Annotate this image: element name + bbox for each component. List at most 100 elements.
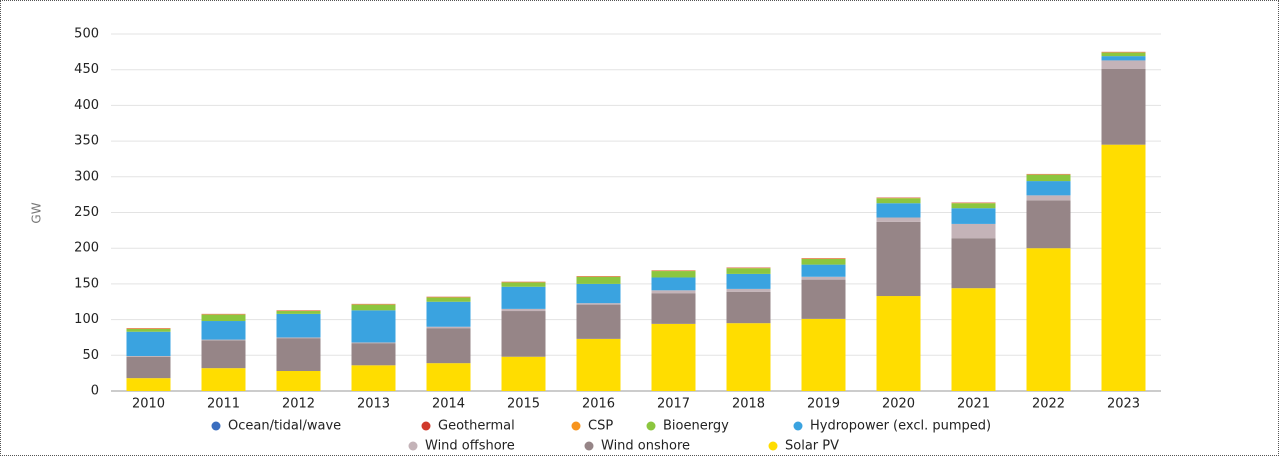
x-tick-label: 2010 [132,397,165,412]
bar-segment [501,356,546,391]
legend-swatch [768,441,778,451]
bar-segment [726,291,771,324]
legend-label: Hydropower (excl. pumped) [810,419,991,434]
bar-segment [726,273,771,289]
legend-label: Geothermal [438,419,515,434]
legend-label: Ocean/tidal/wave [228,419,341,434]
y-tick-label: 400 [74,98,99,113]
bar-segment [651,290,696,294]
y-tick-label: 250 [74,205,99,220]
bar-segment [1101,144,1146,391]
bar-segment [201,368,246,391]
bar-segment [876,217,921,222]
legend-swatch [793,421,803,431]
bar-segment [1101,68,1146,145]
x-tick-label: 2018 [732,397,765,412]
bar-segment [801,276,846,280]
bar-segment [126,356,171,379]
legend-swatch [646,421,656,431]
bar-segment [501,308,546,312]
bar-segment [276,338,321,372]
x-tick-label: 2019 [807,397,840,412]
x-tick-label: 2012 [282,397,315,412]
bar-segment [951,288,996,391]
bar-segment [126,331,171,357]
bar-segment [426,326,471,329]
bar-segment [801,318,846,391]
x-tick-label: 2015 [507,397,540,412]
bar-segment [651,293,696,324]
bar-segment [501,282,546,287]
bar-segment [651,277,696,291]
bar-segment [201,321,246,340]
bar-segment [351,343,396,366]
y-tick-label: 500 [74,27,99,42]
x-tick-label: 2022 [1032,397,1065,412]
bar-segment [126,356,171,357]
x-tick-label: 2021 [957,397,990,412]
x-tick-label: 2014 [432,397,465,412]
bar-segment [726,323,771,391]
legend-swatch [421,421,431,431]
bar-segment [576,338,621,391]
bar-segment [1101,52,1146,57]
bar-segment [726,268,771,274]
bar-segment [201,314,246,322]
bar-segment [801,279,846,319]
bar-segment [876,221,921,297]
bar-segment [876,203,921,218]
legend-label: CSP [588,419,613,434]
bar-segment [351,365,396,391]
legend-swatch [408,441,418,451]
legend-label: Solar PV [785,439,839,454]
bar-segment [1026,181,1071,196]
bar-segment [1026,174,1071,182]
bar-segment [201,340,246,369]
x-tick-label: 2011 [207,397,240,412]
x-tick-label: 2020 [882,397,915,412]
bar-segment [576,303,621,305]
bar-segment [576,276,621,284]
legend-label: Wind offshore [425,439,515,454]
bar-segment [876,296,921,391]
x-tick-label: 2016 [582,397,615,412]
bar-segment [876,198,921,204]
bar-segment [801,258,846,265]
bar-segment [201,339,246,341]
y-tick-label: 200 [74,241,99,256]
y-tick-label: 350 [74,134,99,149]
bar-segment [651,323,696,391]
bar-segment [501,286,546,309]
bar-segment [1101,60,1146,69]
bar-segment [126,328,171,332]
x-tick-label: 2017 [657,397,690,412]
bar-segment [351,304,396,311]
bar-segment [951,208,996,224]
bar-segment [276,371,321,391]
bar-segment [126,378,171,391]
bar-segment [426,297,471,302]
y-tick-label: 0 [91,384,99,399]
legend-label: Bioenergy [663,419,729,434]
legend-swatch [571,421,581,431]
bar-segment [951,238,996,289]
legend-label: Wind onshore [601,439,690,454]
bar-segment [951,223,996,239]
bar-segment [276,313,321,338]
y-axis-label: GW [30,202,44,223]
bar-segment [426,363,471,391]
bar-segment [426,328,471,364]
bar-segment [576,304,621,339]
bar-segment [801,264,846,277]
x-tick-label: 2023 [1107,397,1140,412]
bar-segment [651,271,696,278]
bar-segment [1026,200,1071,249]
bar-segment [576,283,621,304]
x-tick-label: 2013 [357,397,390,412]
bar-segment [1026,195,1071,201]
bar-segment [951,203,996,209]
y-tick-label: 450 [74,62,99,77]
y-tick-label: 50 [82,348,99,363]
